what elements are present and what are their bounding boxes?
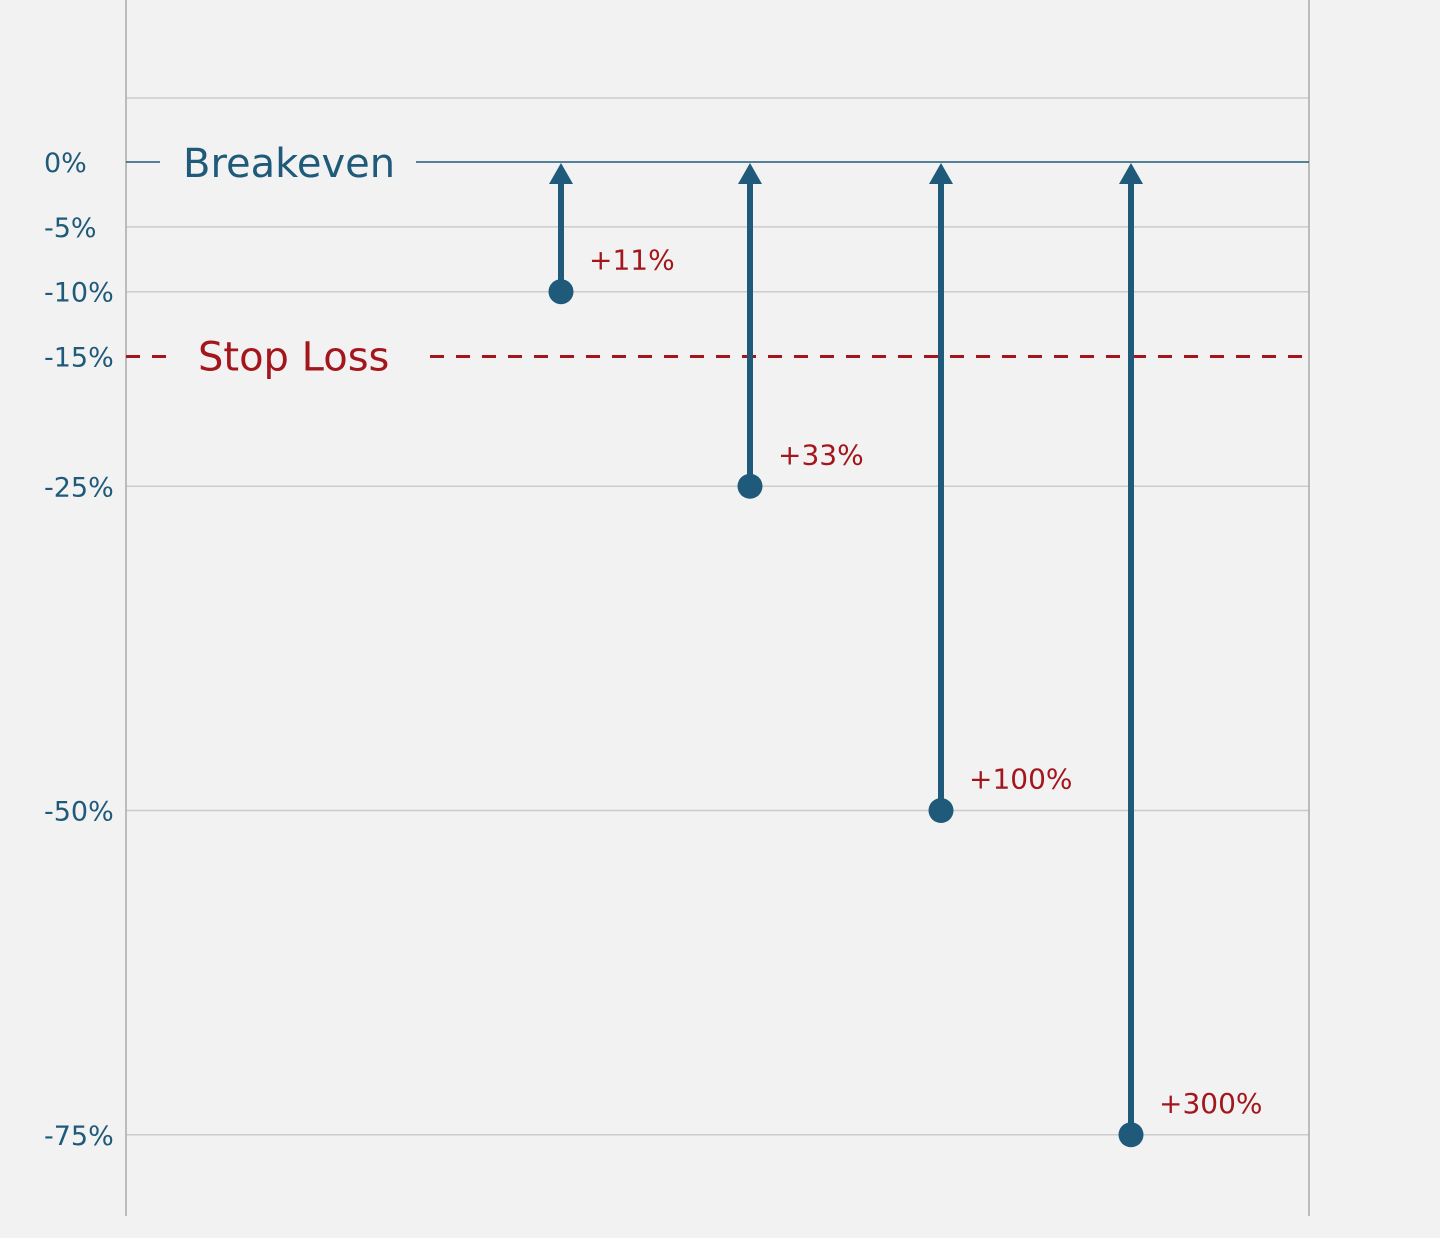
y-tick-label: -10% [44,278,114,309]
recovery-arrow-head [738,163,762,184]
y-tick-labels: 0% -5% -10% -15% -25% -50% -75% [44,148,114,1152]
gain-label: +11% [589,244,675,277]
recovery-arrow-head [1119,163,1143,184]
axis-layer [125,0,1310,1216]
y-tick-label: -5% [44,213,97,244]
loss-point [737,473,763,499]
y-tick-label: -25% [44,472,114,503]
y-tick-label: 0% [44,148,87,179]
gain-label: +100% [969,763,1073,796]
loss-point [1118,1122,1144,1148]
gain-labels: +11% +33% +100% +300% [589,244,1263,1120]
reference-lines: Breakeven Stop Loss [126,141,1309,381]
stop-loss-label: Stop Loss [198,335,389,381]
recovery-arrow-head [549,163,573,184]
breakeven-label: Breakeven [183,141,395,187]
y-tick-label: -75% [44,1121,114,1152]
recovery-arrow-head [929,163,953,184]
y-tick-label: -15% [44,343,114,374]
grid-layer [126,97,1309,1136]
gain-label: +300% [1159,1087,1263,1120]
gain-label: +33% [778,438,864,471]
loss-point [548,279,574,305]
loss-point [928,798,954,823]
y-tick-label: -50% [44,797,114,828]
recovery-arrows [548,163,1144,1148]
